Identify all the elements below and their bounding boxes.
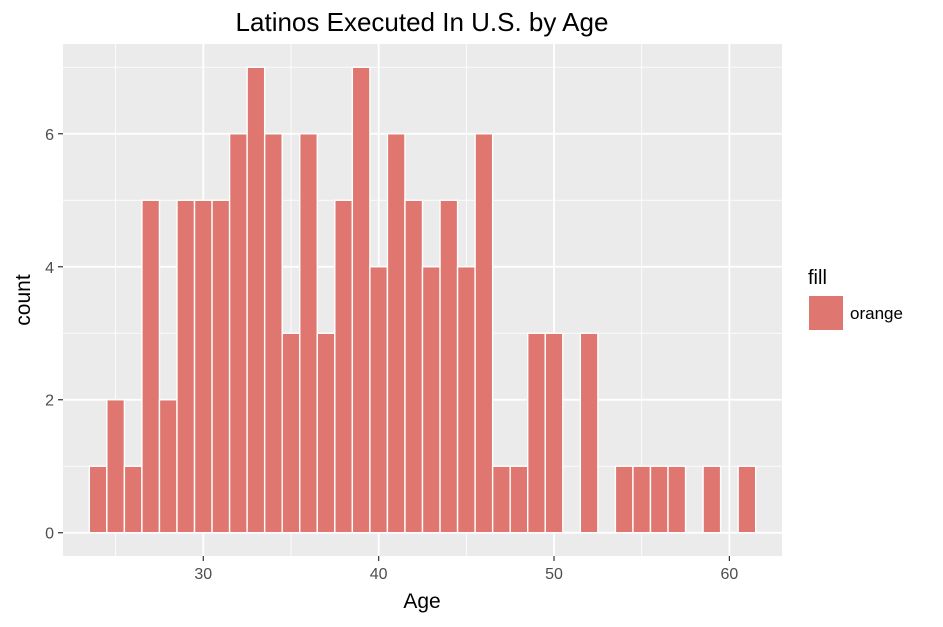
x-axis-title: Age [403,590,440,613]
bar-age-59 [702,465,722,534]
legend-title: fill [808,267,827,289]
bar-age-49 [527,332,546,534]
bar-age-54 [614,465,634,534]
bar-age-55 [632,465,652,534]
x-tick-label: 30 [194,566,212,583]
bar-age-25 [106,399,126,534]
bars [88,66,757,534]
bar-age-52 [579,332,599,534]
bar-age-26 [123,465,143,534]
bar-age-46 [474,133,494,534]
bar-age-45 [456,266,476,534]
bar-age-42 [404,199,424,534]
bar-age-44 [439,199,459,534]
bar-age-28 [158,399,178,534]
x-tick-label: 60 [720,566,738,583]
bar-age-38 [334,199,354,534]
legend-label-orange: orange [850,304,903,323]
y-axis: 0 2 4 6 [45,127,63,543]
legend: fill orange [808,267,903,330]
bar-age-24 [88,465,108,534]
bar-age-33 [246,66,266,534]
y-tick-label: 6 [45,127,54,144]
y-tick-label: 4 [45,260,54,277]
bar-age-29 [176,199,196,534]
bar-age-43 [421,266,441,534]
bar-age-61 [737,465,757,534]
bar-age-50 [544,332,564,534]
bar-age-37 [316,332,336,534]
bar-age-35 [281,332,301,534]
y-tick-label: 2 [45,393,54,410]
legend-key-orange [809,296,843,330]
y-tick-label: 0 [45,526,54,543]
bar-age-40 [369,266,389,534]
bar-age-30 [193,199,213,534]
bar-age-39 [351,66,371,534]
bar-age-27 [141,199,161,534]
bar-age-48 [509,465,529,534]
bar-age-31 [211,199,231,534]
x-tick-label: 40 [370,566,388,583]
bar-age-47 [491,465,511,534]
bar-age-57 [667,465,687,534]
bar-age-56 [649,465,669,534]
y-axis-title: count [12,274,35,326]
x-tick-label: 50 [545,566,563,583]
x-axis: 30 40 50 60 [194,556,738,583]
bar-age-32 [228,133,248,534]
bar-age-36 [299,133,318,534]
bar-age-41 [386,133,406,534]
chart-title: Latinos Executed In U.S. by Age [236,7,609,37]
bar-age-34 [263,133,283,534]
